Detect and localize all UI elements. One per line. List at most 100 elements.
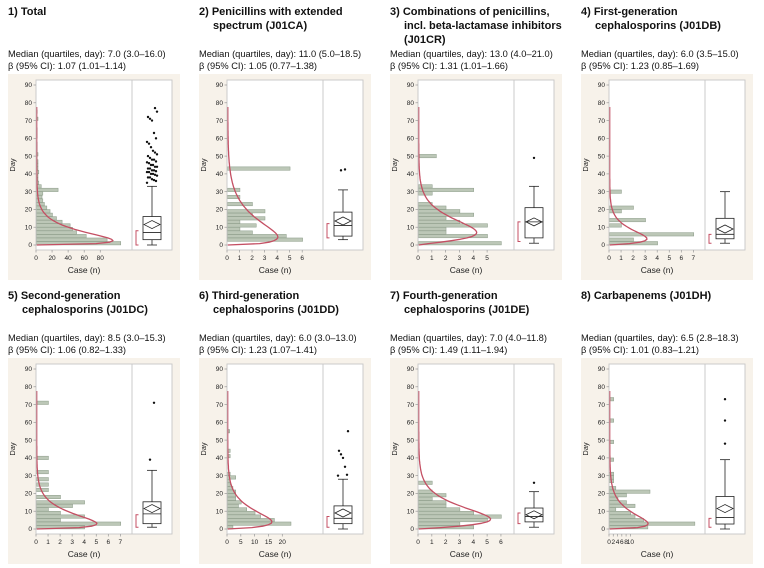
histogram-boxplot-plot: 0 10 20 30 40 50 60 70 80 90 0 1 2 3 4 5 6 Case (n) Day xyxy=(390,358,562,564)
svg-text:Case (n): Case (n) xyxy=(641,549,674,559)
svg-text:40: 40 xyxy=(216,455,224,462)
svg-text:5: 5 xyxy=(94,539,98,546)
chart-svg: 0 10 20 30 40 50 60 70 80 90 0 1 2 3 4 5 6 Case (n) Day xyxy=(199,79,364,275)
svg-text:30: 30 xyxy=(598,473,606,480)
svg-text:Case (n): Case (n) xyxy=(259,265,292,275)
svg-text:Day: Day xyxy=(390,158,399,172)
svg-text:60: 60 xyxy=(598,420,606,427)
svg-text:15: 15 xyxy=(265,539,273,546)
panel-title: 2) Penicillins with extended spectrum (J… xyxy=(199,6,343,32)
median-stat: Median (quartiles, day): 11.0 (5.0–18.5) xyxy=(199,49,362,59)
chart-svg: 0 10 20 30 40 50 60 70 80 90 0 20 40 60 80 Case (n) Day xyxy=(8,79,173,275)
svg-text:60: 60 xyxy=(81,255,89,262)
svg-text:50: 50 xyxy=(598,437,606,444)
histogram-boxplot-plot: 0 10 20 30 40 50 60 70 80 90 0 1 2 3 4 5 Case (n) Day xyxy=(390,74,562,280)
svg-text:7: 7 xyxy=(119,539,123,546)
svg-text:30: 30 xyxy=(216,473,224,480)
svg-text:40: 40 xyxy=(598,171,606,178)
svg-text:20: 20 xyxy=(407,207,415,214)
svg-text:50: 50 xyxy=(216,437,224,444)
svg-text:Day: Day xyxy=(8,158,17,172)
svg-text:0: 0 xyxy=(601,526,605,533)
svg-text:5: 5 xyxy=(667,255,671,262)
histogram-boxplot-plot: 0 10 20 30 40 50 60 70 80 90 0 2 4 6 8 10 Case (n) Day xyxy=(581,358,753,564)
svg-text:0: 0 xyxy=(607,539,611,546)
beta-stat: β (95% CI): 1.05 (0.77–1.38) xyxy=(199,61,318,72)
svg-text:70: 70 xyxy=(407,118,415,125)
panel-title: 7) Fourth-generation cephalosporins (J01… xyxy=(390,290,530,316)
chart-svg: 0 10 20 30 40 50 60 70 80 90 0 1 2 3 4 5 6 Case (n) Day xyxy=(390,363,555,559)
svg-text:10: 10 xyxy=(25,224,33,231)
svg-text:10: 10 xyxy=(598,508,606,515)
svg-text:0: 0 xyxy=(607,255,611,262)
svg-text:50: 50 xyxy=(407,153,415,160)
svg-text:Day: Day xyxy=(199,442,208,456)
svg-text:2: 2 xyxy=(250,255,254,262)
svg-text:40: 40 xyxy=(25,171,33,178)
svg-text:3: 3 xyxy=(70,539,74,546)
svg-text:5: 5 xyxy=(288,255,292,262)
svg-text:1: 1 xyxy=(238,255,242,262)
svg-text:50: 50 xyxy=(407,437,415,444)
svg-text:50: 50 xyxy=(25,437,33,444)
svg-text:1: 1 xyxy=(430,539,434,546)
panel-j01dh: 8) Carbapenems (J01DH) Median (quartiles… xyxy=(573,284,764,568)
svg-text:20: 20 xyxy=(48,255,56,262)
svg-text:1: 1 xyxy=(619,255,623,262)
svg-text:2: 2 xyxy=(444,539,448,546)
chart-svg: 0 10 20 30 40 50 60 70 80 90 0 1 2 3 4 5 6 7 Case (n) Day xyxy=(8,363,173,559)
svg-text:1: 1 xyxy=(430,255,434,262)
svg-text:30: 30 xyxy=(25,473,33,480)
svg-text:20: 20 xyxy=(25,207,33,214)
svg-text:20: 20 xyxy=(598,491,606,498)
svg-text:10: 10 xyxy=(216,508,224,515)
histogram-boxplot-plot: 0 10 20 30 40 50 60 70 80 90 0 1 2 3 4 5 6 7 Case (n) Day xyxy=(581,74,753,280)
chart-svg: 0 10 20 30 40 50 60 70 80 90 0 1 2 3 4 5 6 7 Case (n) Day xyxy=(581,79,746,275)
svg-text:70: 70 xyxy=(598,402,606,409)
beta-stat: β (95% CI): 1.23 (1.07–1.41) xyxy=(199,345,318,356)
beta-stat: β (95% CI): 1.01 (0.83–1.21) xyxy=(581,345,700,356)
svg-text:30: 30 xyxy=(407,189,415,196)
svg-text:3: 3 xyxy=(458,255,462,262)
svg-text:90: 90 xyxy=(25,82,33,89)
svg-text:Case (n): Case (n) xyxy=(68,265,101,275)
svg-text:30: 30 xyxy=(216,189,224,196)
svg-text:60: 60 xyxy=(407,420,415,427)
svg-text:Day: Day xyxy=(390,442,399,456)
panel-title: 6) Third-generation cephalosporins (J01D… xyxy=(199,290,339,316)
svg-text:80: 80 xyxy=(25,100,33,107)
svg-text:40: 40 xyxy=(407,171,415,178)
svg-text:0: 0 xyxy=(28,526,32,533)
svg-text:70: 70 xyxy=(598,118,606,125)
svg-text:1: 1 xyxy=(46,539,50,546)
svg-text:3: 3 xyxy=(263,255,267,262)
svg-text:10: 10 xyxy=(407,224,415,231)
svg-text:70: 70 xyxy=(216,118,224,125)
svg-text:4: 4 xyxy=(82,539,86,546)
svg-text:40: 40 xyxy=(216,171,224,178)
svg-text:6: 6 xyxy=(620,539,624,546)
svg-text:10: 10 xyxy=(627,539,635,546)
svg-text:Day: Day xyxy=(199,158,208,172)
svg-text:70: 70 xyxy=(216,402,224,409)
svg-text:6: 6 xyxy=(499,539,503,546)
svg-text:30: 30 xyxy=(25,189,33,196)
beta-stat: β (95% CI): 1.23 (0.85–1.69) xyxy=(581,61,700,72)
svg-text:4: 4 xyxy=(471,539,475,546)
svg-text:0: 0 xyxy=(225,255,229,262)
svg-text:60: 60 xyxy=(407,136,415,143)
svg-text:Case (n): Case (n) xyxy=(641,265,674,275)
svg-text:80: 80 xyxy=(598,100,606,107)
svg-text:40: 40 xyxy=(598,455,606,462)
svg-text:90: 90 xyxy=(598,82,606,89)
svg-text:90: 90 xyxy=(216,82,224,89)
svg-text:90: 90 xyxy=(598,366,606,373)
svg-text:6: 6 xyxy=(106,539,110,546)
svg-text:60: 60 xyxy=(25,420,33,427)
svg-text:70: 70 xyxy=(25,118,33,125)
svg-text:10: 10 xyxy=(598,224,606,231)
svg-text:90: 90 xyxy=(407,366,415,373)
svg-text:20: 20 xyxy=(216,491,224,498)
svg-text:0: 0 xyxy=(410,242,414,249)
